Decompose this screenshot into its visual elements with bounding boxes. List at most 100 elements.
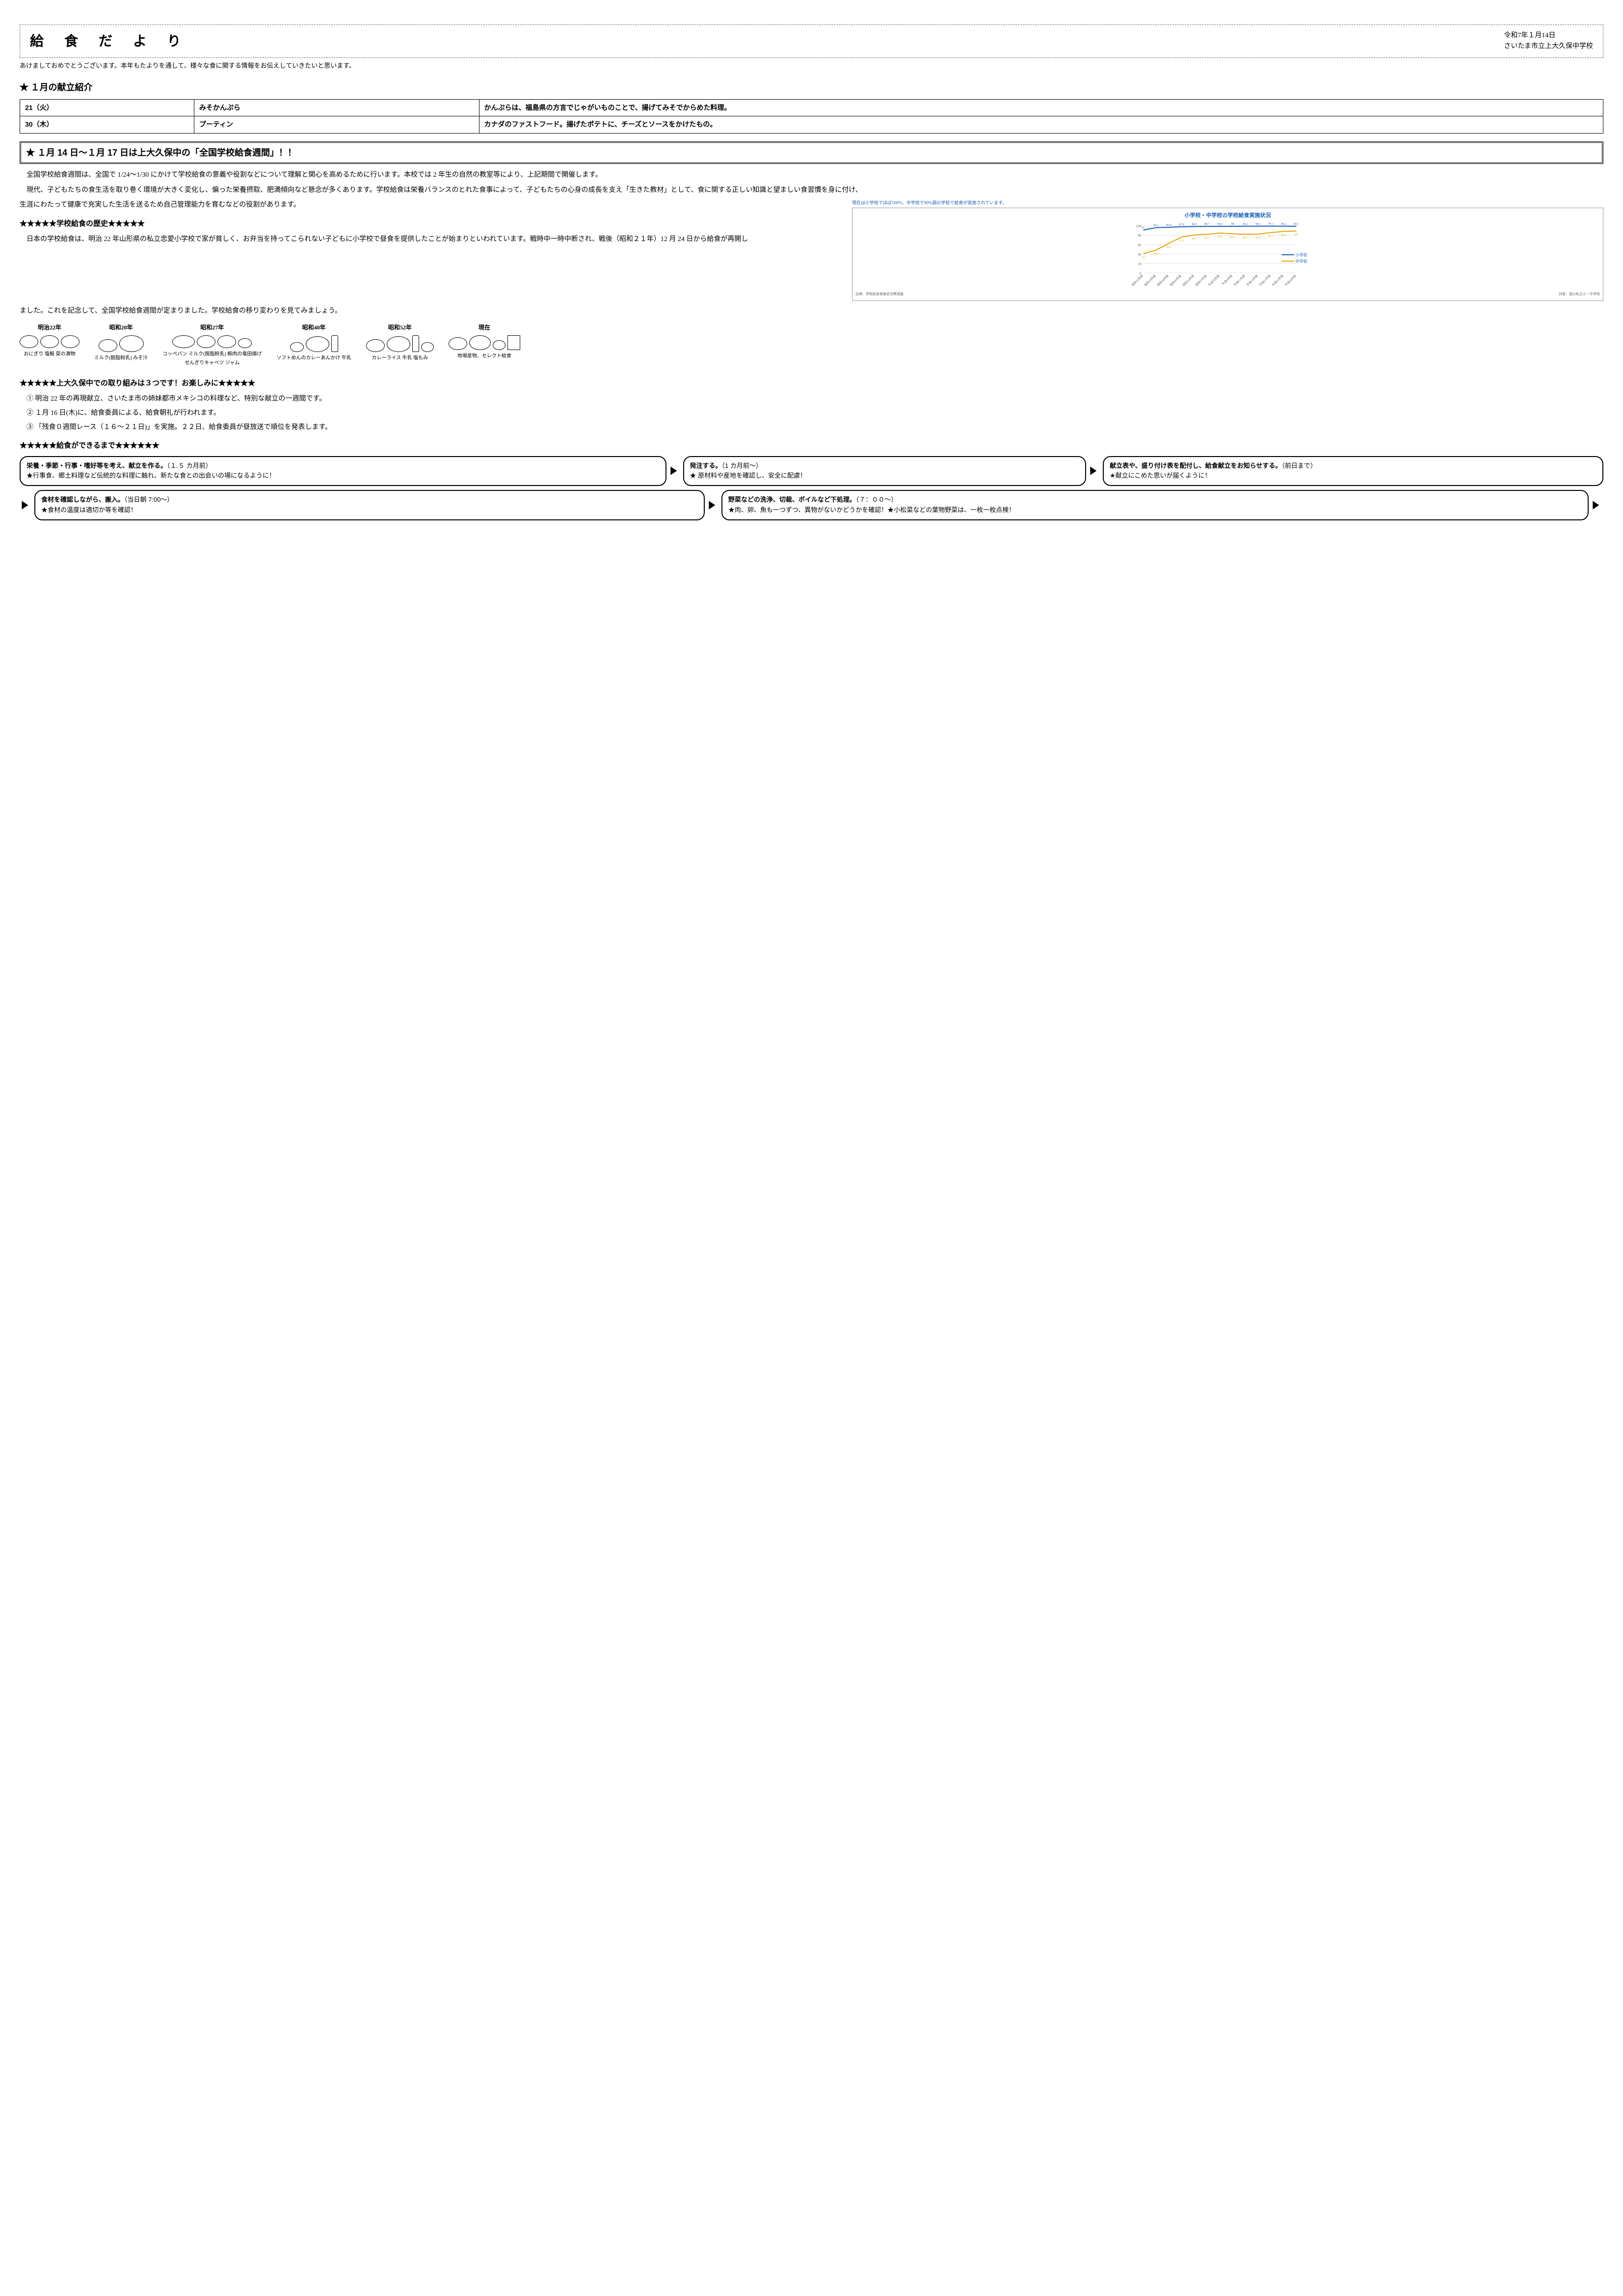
chart-target: 対象：国公私立小・中学校 — [1559, 291, 1600, 297]
history-item: 現在 地場産物、セレクト給食 — [449, 323, 520, 368]
svg-text:99.2: 99.2 — [1255, 223, 1261, 226]
process-step: 発注する。（1 カ月前～） ★ 原材料や産地を確認し、安全に配慮！ — [683, 456, 1087, 486]
chart-source: 出典：学校給食実施状況等調査 — [855, 291, 904, 297]
process-step: 野菜などの洗浄、切裁、ボイルなど下処理。（７：００～） ★肉、卵、魚も一つずつ、… — [721, 490, 1589, 520]
arrow-icon — [1088, 456, 1101, 486]
process-step: 食材を確認しながら、搬入。（当日朝 7:00～） ★食材の温度は適切か等を確認！ — [34, 490, 705, 520]
svg-text:平成6年度: 平成6年度 — [1221, 274, 1233, 286]
svg-text:99: 99 — [1231, 223, 1234, 226]
svg-text:89: 89 — [1295, 234, 1298, 237]
svg-text:48.4: 48.4 — [1153, 253, 1159, 256]
svg-text:99.2: 99.2 — [1281, 223, 1286, 226]
history-heading: ★★★★★学校給食の歴史★★★★★ — [20, 217, 846, 230]
svg-text:中学校: 中学校 — [1296, 259, 1307, 264]
svg-text:平成21年度: 平成21年度 — [1258, 274, 1272, 287]
svg-text:平成26年度: 平成26年度 — [1271, 274, 1284, 287]
process-row-1: 栄養・季節・行事・嗜好等を考え、献立を作る。（１.５ カ月前） ★行事食、郷土料… — [20, 456, 1603, 486]
svg-text:98.7: 98.7 — [1204, 223, 1210, 226]
svg-text:100: 100 — [1136, 224, 1142, 228]
activities-list: ① 明治 22 年の再現献立、さいたま市の姉妹都市メキシコの料理など、特別な献立… — [20, 393, 1603, 434]
chart-caption: 現在は小学校でほぼ100%、中学校で90%弱の学校で給食が実施されています。 — [852, 199, 1603, 207]
svg-text:98.5: 98.5 — [1192, 223, 1197, 226]
svg-text:82.6: 82.6 — [1255, 237, 1261, 240]
menu-heading: ★ １月の献立紹介 — [20, 80, 1603, 95]
activities-heading: ★★★★★上大久保中での取り組みは３つです！お楽しみに★★★★★ — [20, 377, 1603, 390]
svg-text:98.9: 98.9 — [1217, 223, 1223, 226]
arrow-icon — [1591, 490, 1603, 520]
menu-desc: かんぷらは、福島県の方言でじゃがいものことで、揚げてみそでからめた料理。 — [479, 100, 1603, 116]
history-text: 日本の学校給食は、明治 22 年山形県の私立忠愛小学校で家が貧しく、お弁当を持っ… — [20, 233, 846, 246]
chart-title: 小学校・中学校の学校給食実施状況 — [855, 211, 1600, 221]
svg-text:20: 20 — [1138, 262, 1142, 266]
process-row-2: 食材を確認しながら、搬入。（当日朝 7:00～） ★食材の温度は適切か等を確認！… — [20, 490, 1603, 520]
svg-text:60: 60 — [1138, 243, 1142, 247]
menu-desc: カナダのファストフード。揚げたポテトに、チーズとソースをかけたもの。 — [479, 116, 1603, 133]
svg-text:平成16年度: 平成16年度 — [1246, 274, 1259, 287]
table-row: 21（火） みそかんぷら かんぷらは、福島県の方言でじゃがいものことで、揚げてみ… — [20, 100, 1603, 116]
week-banner: ★ １月 14 日～１月 17 日は上大久保中の「全国学校給食週間」！！ — [20, 141, 1603, 164]
svg-text:平成30年度: 平成30年度 — [1284, 274, 1297, 287]
list-item: ① 明治 22 年の再現献立、さいたま市の姉妹都市メキシコの料理など、特別な献立… — [27, 393, 1603, 405]
svg-text:97.9: 97.9 — [1179, 223, 1184, 226]
svg-text:91: 91 — [1142, 227, 1145, 230]
svg-text:83.1: 83.1 — [1230, 236, 1235, 239]
svg-text:40: 40 — [1138, 253, 1142, 257]
list-item: ② １月 16 日(木)に、給食委員による、給食朝礼が行われます。 — [27, 407, 1603, 419]
svg-text:平成元年度: 平成元年度 — [1207, 274, 1221, 287]
svg-text:99.3: 99.3 — [1268, 223, 1274, 226]
para1: 全国学校給食週間は、全国で 1/24～1/30 にかけて学校給食の意義や役割など… — [20, 169, 1603, 182]
svg-text:99.2: 99.2 — [1243, 223, 1248, 226]
process-step: 栄養・季節・行事・嗜好等を考え、献立を作る。（１.５ カ月前） ★行事食、郷土料… — [20, 456, 666, 486]
svg-text:99.1: 99.1 — [1294, 223, 1299, 226]
svg-text:84.6: 84.6 — [1217, 236, 1223, 239]
para2a: 現代、子どもたちの食生活を取り巻く環境が大きく変化し、偏った栄養摂取、肥満傾向な… — [20, 184, 1603, 197]
svg-text:昭和54年度: 昭和54年度 — [1182, 274, 1195, 287]
svg-text:80: 80 — [1138, 234, 1142, 238]
menu-date: 21（火） — [20, 100, 194, 116]
history-item: 昭和52年 カレーライス 牛乳 塩もみ — [366, 323, 434, 368]
svg-text:昭和34年度: 昭和34年度 — [1131, 274, 1144, 287]
menu-table: 21（火） みそかんぷら かんぷらは、福島県の方言でじゃがいものことで、揚げてみ… — [20, 99, 1603, 133]
history-item: 明治22年 おにぎり 塩鮭 菜の漬物 — [20, 323, 80, 368]
arrow-icon — [707, 490, 719, 520]
history-item: 昭和40年 ソフトめんのカレーあんかけ 牛乳 — [276, 323, 351, 368]
history-item: 昭和20年 ミルク(脱脂粉乳) みそ汁 — [94, 323, 148, 368]
newsletter-title: 給食だより — [30, 29, 201, 54]
history-item: 昭和27年 コッペパン ミルク(脱脂粉乳) 鯨肉の竜田揚げ せんぎりキャベツ ジ… — [162, 323, 262, 368]
history-grid: 明治22年 おにぎり 塩鮭 菜の漬物 昭和20年 ミルク(脱脂粉乳) みそ汁 昭… — [20, 323, 1603, 368]
arrow-icon — [668, 456, 681, 486]
svg-text:96.1: 96.1 — [1153, 224, 1159, 227]
svg-text:昭和44年度: 昭和44年度 — [1156, 274, 1170, 287]
history-text-after: ました。これを記念して、全国学校給食週間が定まりました。学校給食の移り変わりを見… — [20, 305, 1603, 318]
process-step: 献立表や、盛り付け表を配付し、給食献立をお知らせする。（前日まで） ★献立にこめ… — [1103, 456, 1603, 486]
svg-text:昭和59年度: 昭和59年度 — [1195, 274, 1208, 287]
menu-name: プーティン — [194, 116, 479, 133]
line-chart: 020406080100 9196.196.997.998.598.798.99… — [855, 223, 1600, 287]
svg-text:小学校: 小学校 — [1296, 252, 1307, 257]
svg-text:41: 41 — [1142, 256, 1145, 259]
process-heading: ★★★★★給食ができるまで★★★★★★ — [20, 439, 1603, 452]
svg-text:76.1: 76.1 — [1179, 240, 1184, 243]
chart-container: 小学校・中学校の学校給食実施状況 020406080100 9196.196.9… — [852, 208, 1603, 301]
svg-text:96.9: 96.9 — [1166, 224, 1171, 227]
menu-date: 30（木） — [20, 116, 194, 133]
list-item: ③ 「残食０週間レース（１６～２１日)」を実施。２２日、給食委員が昼放送で順位を… — [27, 421, 1603, 433]
header-info: 令和7年１月14日 さいたま市立上大久保中学校 — [1504, 30, 1593, 53]
para2b: 生涯にわたって健康で充実した生活を送るため自己管理能力を育むなどの役割があります… — [20, 199, 846, 212]
svg-text:85.7: 85.7 — [1268, 235, 1274, 238]
table-row: 30（木） プーティン カナダのファストフード。揚げたポテトに、チーズとソースを… — [20, 116, 1603, 133]
svg-text:昭和49年度: 昭和49年度 — [1169, 274, 1182, 287]
header-box: 給食だより 令和7年１月14日 さいたま市立上大久保中学校 — [20, 25, 1603, 58]
svg-text:82.1: 82.1 — [1204, 237, 1210, 240]
arrow-icon — [20, 490, 32, 520]
svg-text:昭和39年度: 昭和39年度 — [1144, 274, 1157, 287]
svg-text:88.1: 88.1 — [1281, 234, 1286, 237]
svg-text:平成11年度: 平成11年度 — [1233, 274, 1246, 287]
svg-text:82.2: 82.2 — [1243, 237, 1248, 240]
menu-name: みそかんぷら — [194, 100, 479, 116]
svg-text:62.8: 62.8 — [1166, 246, 1171, 249]
svg-text:80.6: 80.6 — [1192, 238, 1197, 241]
school-name: さいたま市立上大久保中学校 — [1504, 41, 1593, 52]
intro-text: あけましておめでとうございます。本年もたよりを通して、様々な食に関する情報をお伝… — [20, 60, 1603, 71]
issue-date: 令和7年１月14日 — [1504, 30, 1593, 41]
